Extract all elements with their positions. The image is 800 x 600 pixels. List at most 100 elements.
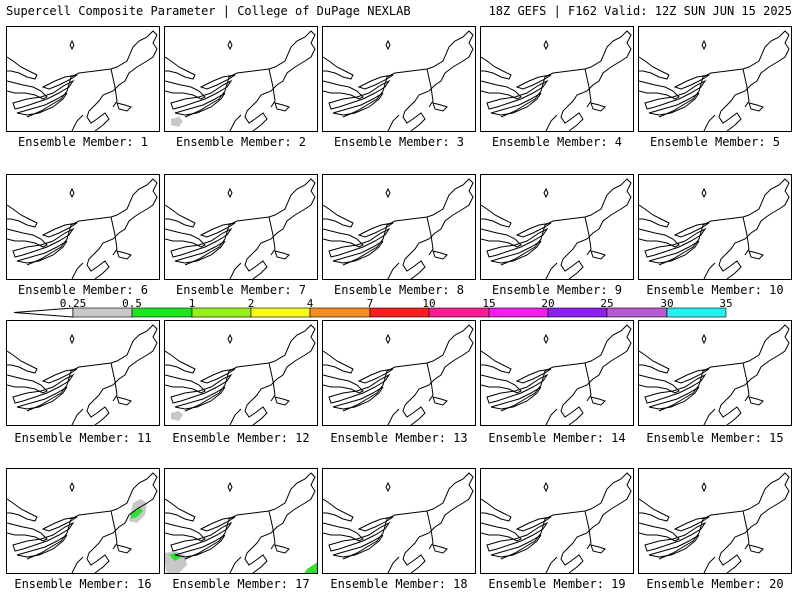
colorbar-tick-label: 30: [660, 297, 674, 310]
colorbar-tick-label: 35: [719, 297, 733, 310]
colorbar-tick-label: 15: [482, 297, 496, 310]
map-canvas: [7, 30, 158, 131]
member-label: Ensemble Member: 3: [333, 135, 465, 149]
member-map-15: [638, 320, 792, 426]
member-map-1: [6, 26, 160, 132]
scp-contour-green: [131, 507, 143, 519]
colorbar-tick-label: 7: [366, 297, 374, 310]
map-canvas: [639, 324, 790, 425]
member-label: Ensemble Member: 19: [488, 577, 626, 591]
map-canvas: [481, 178, 632, 279]
coastline-border: [323, 178, 474, 279]
member-map-10: [638, 174, 792, 280]
member-label: Ensemble Member: 12: [172, 431, 310, 445]
coastline-border: [165, 30, 316, 131]
coastline-border: [481, 324, 632, 425]
coastline-border: [639, 30, 790, 131]
coastline-border: [165, 472, 316, 573]
coastline-border: [7, 472, 158, 573]
colorbar: [13, 307, 727, 318]
scp-contour-gray: [171, 117, 183, 127]
colorbar-bin: [666, 307, 727, 318]
product-title: Supercell Composite Parameter | College …: [6, 4, 411, 18]
member-map-14: [480, 320, 634, 426]
member-label: Ensemble Member: 14: [488, 431, 626, 445]
colorbar-tick-label: 20: [541, 297, 555, 310]
coastline-border: [639, 178, 790, 279]
member-label: Ensemble Member: 10: [646, 283, 784, 297]
coastline-border: [639, 472, 790, 573]
colorbar-tick-label: 1: [188, 297, 196, 310]
member-label: Ensemble Member: 17: [172, 577, 310, 591]
member-map-13: [322, 320, 476, 426]
member-map-8: [322, 174, 476, 280]
colorbar-bin: [191, 307, 252, 318]
map-canvas: [323, 472, 474, 573]
coastline-border: [323, 324, 474, 425]
coastline-border: [639, 324, 790, 425]
member-label: Ensemble Member: 18: [330, 577, 468, 591]
member-map-17: [164, 468, 318, 574]
colorbar-bin: [488, 307, 549, 318]
member-map-5: [638, 26, 792, 132]
colorbar-bin: [250, 307, 311, 318]
member-label: Ensemble Member: 2: [175, 135, 307, 149]
member-map-19: [480, 468, 634, 574]
map-canvas: [7, 324, 158, 425]
member-label: Ensemble Member: 5: [649, 135, 781, 149]
map-canvas: [165, 178, 316, 279]
colorbar-tick-label: 25: [600, 297, 614, 310]
map-canvas: [7, 178, 158, 279]
map-canvas: [639, 472, 790, 573]
map-canvas: [639, 178, 790, 279]
colorbar-bin: [369, 307, 430, 318]
member-label: Ensemble Member: 20: [646, 577, 784, 591]
member-map-2: [164, 26, 318, 132]
map-canvas: [481, 30, 632, 131]
member-map-7: [164, 174, 318, 280]
coastline-border: [7, 178, 158, 279]
run-valid-time: 18Z GEFS | F162 Valid: 12Z SUN JUN 15 20…: [488, 4, 792, 18]
map-canvas: [165, 30, 316, 131]
coastline-border: [481, 30, 632, 131]
scp-contour-green: [169, 553, 181, 561]
member-map-16: [6, 468, 160, 574]
map-canvas: [481, 472, 632, 573]
member-label: Ensemble Member: 11: [14, 431, 152, 445]
scp-contour-gray: [171, 411, 183, 421]
member-label: Ensemble Member: 13: [330, 431, 468, 445]
map-canvas: [165, 324, 316, 425]
colorbar-bin: [606, 307, 668, 318]
colorbar-bin: [547, 307, 608, 318]
colorbar-bin: [309, 307, 371, 318]
member-map-4: [480, 26, 634, 132]
member-map-18: [322, 468, 476, 574]
coastline-border: [323, 472, 474, 573]
member-map-12: [164, 320, 318, 426]
member-label: Ensemble Member: 8: [333, 283, 465, 297]
member-label: Ensemble Member: 7: [175, 283, 307, 297]
member-map-20: [638, 468, 792, 574]
map-canvas: [7, 472, 158, 573]
map-canvas: [323, 178, 474, 279]
coastline-border: [7, 30, 158, 131]
map-canvas: [639, 30, 790, 131]
member-label: Ensemble Member: 1: [17, 135, 149, 149]
coastline-border: [481, 178, 632, 279]
colorbar-bin: [428, 307, 490, 318]
colorbar-tick-label: 4: [306, 297, 314, 310]
member-label: Ensemble Member: 15: [646, 431, 784, 445]
member-label: Ensemble Member: 9: [491, 283, 623, 297]
map-canvas: [165, 472, 317, 573]
colorbar-tick-label: 0.5: [122, 297, 142, 310]
coastline-border: [165, 324, 316, 425]
member-label: Ensemble Member: 16: [14, 577, 152, 591]
member-label: Ensemble Member: 6: [17, 283, 149, 297]
scp-contour-green: [304, 562, 317, 573]
member-label: Ensemble Member: 4: [491, 135, 623, 149]
member-map-11: [6, 320, 160, 426]
map-canvas: [323, 30, 474, 131]
map-canvas: [481, 324, 632, 425]
colorbar-tick-label: 2: [247, 297, 255, 310]
coastline-border: [323, 30, 474, 131]
